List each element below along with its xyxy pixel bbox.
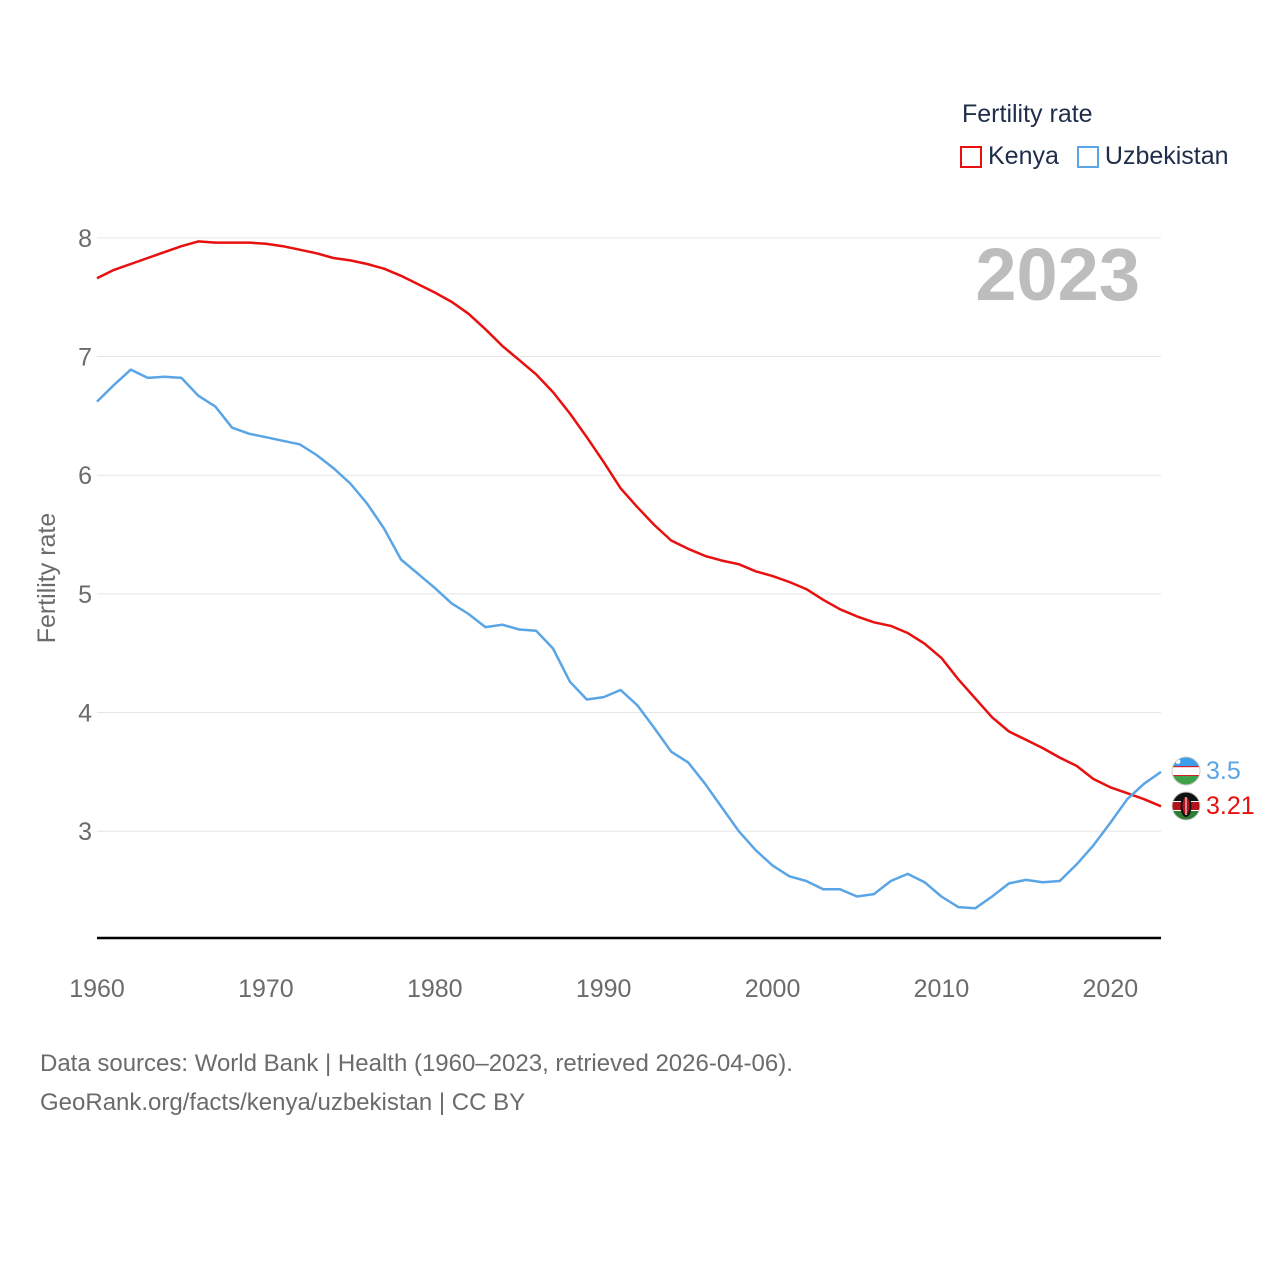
x-tick-label: 2010: [914, 975, 970, 1003]
x-tick-label: 1990: [576, 975, 632, 1003]
y-tick-label: 7: [78, 344, 92, 372]
y-tick-label: 3: [78, 818, 92, 846]
legend-item-kenya[interactable]: Kenya: [960, 142, 1059, 171]
x-tick-label: 2000: [745, 975, 801, 1003]
y-tick-label: 6: [78, 462, 92, 490]
x-tick-label: 1980: [407, 975, 463, 1003]
series-line-uzbekistan[interactable]: [96, 368, 1162, 910]
y-tick-label: 5: [78, 581, 92, 609]
year-label: 2023: [975, 233, 1140, 316]
footer: Data sources: World Bank | Health (1960–…: [40, 1044, 793, 1122]
kenya-flag-icon: [1172, 792, 1200, 820]
y-tick-label: 4: [78, 700, 92, 728]
y-tick-label: 8: [78, 225, 92, 253]
legend-swatch-kenya: [960, 145, 982, 168]
y-axis-label: Fertility rate: [33, 513, 61, 644]
legend-label-uzbekistan: Uzbekistan: [1104, 142, 1229, 170]
legend: Kenya Uzbekistan: [960, 142, 1247, 171]
uzbekistan-end-value: 3.5: [1206, 757, 1241, 785]
x-tick-label: 1970: [238, 975, 294, 1003]
data-sources-text: Data sources: World Bank | Health (1960–…: [40, 1050, 793, 1077]
legend-swatch-uzbekistan: [1076, 145, 1099, 168]
x-tick-label: 2020: [1083, 975, 1139, 1003]
x-tick-label: 1960: [69, 975, 125, 1003]
kenya-end-value: 3.21: [1206, 792, 1255, 820]
series-line-kenya[interactable]: [96, 240, 1162, 808]
source-link[interactable]: GeoRank.org/facts/kenya/uzbekistan | CC …: [40, 1089, 526, 1116]
legend-title: Fertility rate: [962, 100, 1093, 128]
legend-label-kenya: Kenya: [988, 142, 1059, 170]
legend-item-uzbekistan[interactable]: Uzbekistan: [1076, 142, 1229, 171]
